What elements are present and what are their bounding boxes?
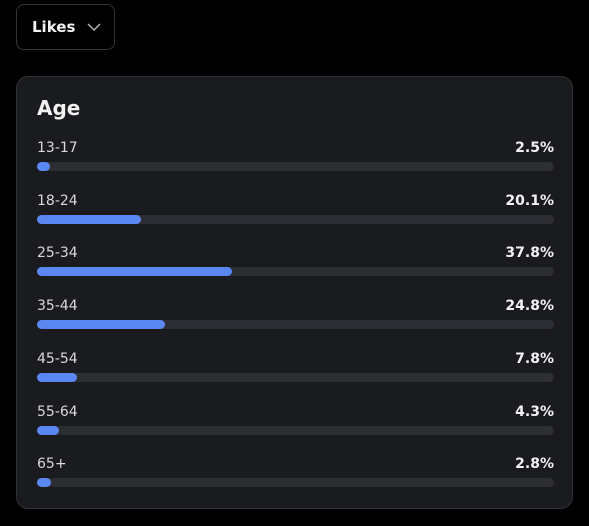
bar-track	[37, 214, 554, 224]
value-label: 37.8%	[505, 245, 554, 262]
bar	[37, 478, 52, 488]
value-label: 2.5%	[515, 140, 554, 156]
age-label: 55-64	[37, 403, 78, 420]
age-label: 18-24	[37, 192, 78, 209]
value-label: 20.1%	[505, 192, 554, 209]
age-card: Age 13-17 2.5% 18-24 20.1% 25-34 37.8% 35-44 24…	[16, 76, 573, 509]
bar-track	[37, 267, 554, 277]
value-label: 2.8%	[515, 456, 554, 473]
age-label: 13-17	[37, 140, 78, 156]
age-label: 65+	[37, 456, 67, 473]
bar-track	[37, 162, 554, 171]
card-title: Age	[37, 96, 81, 120]
bar	[37, 320, 166, 330]
bar	[37, 267, 233, 277]
value-label: 4.3%	[515, 403, 554, 420]
bar	[37, 425, 60, 435]
bar	[37, 372, 78, 382]
bar-track	[37, 320, 554, 330]
age-label: 25-34	[37, 245, 78, 262]
dropdown-label: Likes	[32, 18, 76, 36]
bar-track	[37, 478, 554, 488]
bar-track	[37, 372, 554, 382]
bar-track	[37, 425, 554, 435]
age-label: 45-54	[37, 350, 78, 367]
age-label: 35-44	[37, 298, 78, 315]
value-label: 7.8%	[515, 350, 554, 367]
value-label: 24.8%	[505, 298, 554, 315]
dropdown[interactable]: Likes	[16, 4, 115, 50]
bar	[37, 162, 50, 171]
bar	[37, 214, 141, 224]
chevron	[87, 23, 101, 32]
